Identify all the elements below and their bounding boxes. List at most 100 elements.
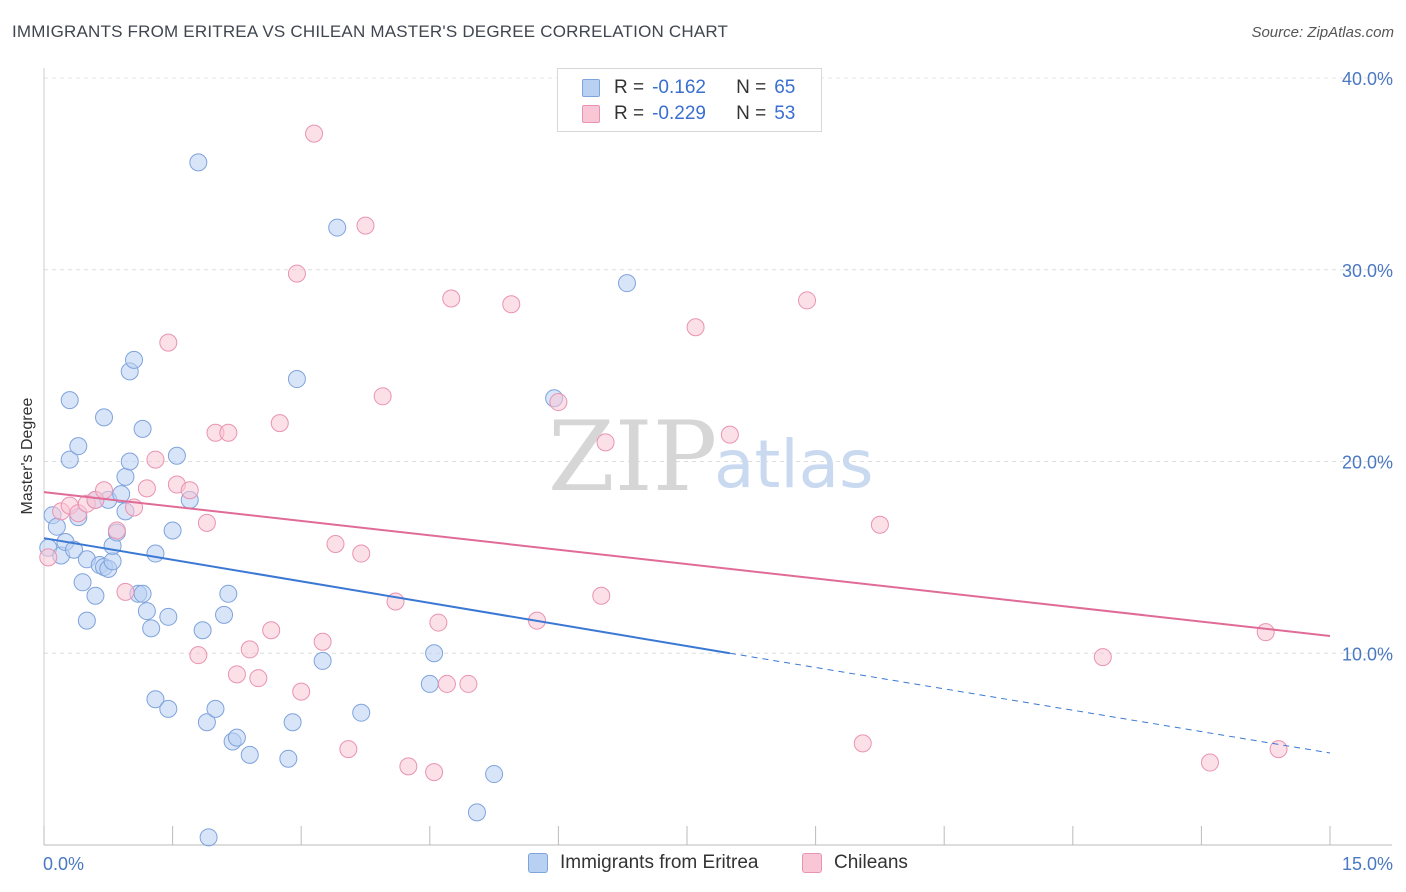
point-eritrea (103, 552, 122, 571)
point-eritrea (199, 828, 218, 847)
point-eritrea (167, 446, 186, 465)
point-chileans (292, 682, 311, 701)
point-eritrea (283, 713, 302, 732)
point-chileans (95, 481, 114, 500)
point-eritrea (60, 450, 79, 469)
point-eritrea (197, 713, 216, 732)
x-tick-label: 15.0% (1342, 854, 1393, 874)
legend-n-label: N = (736, 77, 767, 98)
point-chileans (227, 665, 246, 684)
point-eritrea (193, 621, 212, 640)
point-chileans (686, 318, 705, 337)
point-chileans (240, 640, 259, 659)
legend-row-chileans: R = -0.229 N = 53 (582, 102, 795, 126)
point-eritrea (279, 749, 298, 768)
trend-lines (43, 491, 1331, 754)
point-chileans (373, 387, 392, 406)
point-chileans (313, 632, 332, 651)
point-eritrea (215, 605, 234, 624)
point-eritrea (485, 765, 504, 784)
correlation-legend: R = -0.162 N = 65 R = -0.229 N = 53 (557, 68, 822, 132)
series-legend-eritrea[interactable]: Immigrants from Eritrea (528, 852, 758, 874)
watermark: ZIP atlas (548, 401, 874, 513)
series-legend-label: Chileans (834, 852, 908, 873)
point-eritrea (313, 651, 332, 670)
legend-swatch-chileans (582, 105, 600, 123)
point-eritrea (425, 644, 444, 663)
y-tick-label: 20.0% (1342, 453, 1393, 473)
point-chileans (137, 479, 156, 498)
legend-r-value: -0.229 (652, 103, 706, 124)
point-chileans (305, 124, 324, 143)
point-eritrea (60, 391, 79, 410)
point-eritrea (77, 611, 96, 630)
point-eritrea (159, 699, 178, 718)
watermark-zip: ZIP (548, 401, 717, 513)
trend-line-eritrea (43, 537, 731, 655)
legend-n-value: 53 (774, 103, 796, 124)
chart-title: IMMIGRANTS FROM ERITREA VS CHILEAN MASTE… (12, 22, 729, 41)
trend-line-eritrea-extension (729, 652, 1331, 754)
point-eritrea (69, 437, 88, 456)
point-chileans (596, 433, 615, 452)
point-eritrea (125, 350, 144, 369)
legend-swatch-eritrea (582, 79, 600, 97)
point-chileans (870, 515, 889, 534)
point-eritrea (73, 573, 92, 592)
point-chileans (262, 621, 281, 640)
point-eritrea (467, 803, 486, 822)
point-chileans (356, 216, 375, 235)
point-eritrea (227, 728, 246, 747)
point-eritrea (47, 517, 66, 536)
y-tick-label: 30.0% (1342, 261, 1393, 281)
point-chileans (189, 646, 208, 665)
point-chileans (1256, 623, 1275, 642)
axes (43, 68, 1392, 846)
y-axis-label: Master's Degree (19, 397, 36, 514)
point-chileans (287, 264, 306, 283)
point-eritrea (206, 699, 225, 718)
watermark-atlas: atlas (714, 426, 874, 503)
point-chileans (116, 582, 135, 601)
point-eritrea (189, 153, 208, 172)
point-chileans (425, 763, 444, 782)
point-eritrea (146, 544, 165, 563)
point-chileans (437, 674, 456, 693)
legend-r-value: -0.162 (652, 77, 706, 98)
legend-n-label: N = (736, 103, 767, 124)
point-chileans (1269, 740, 1288, 759)
point-eritrea (142, 619, 161, 638)
y-tick-label: 10.0% (1342, 644, 1393, 664)
point-eritrea (137, 602, 156, 621)
point-eritrea (95, 408, 114, 427)
point-eritrea (133, 584, 152, 603)
trend-line-chileans (43, 491, 1331, 637)
legend-r-label: R = (614, 103, 645, 124)
point-chileans (146, 450, 165, 469)
source-label: Source: ZipAtlas.com (1251, 24, 1394, 41)
point-eritrea (163, 521, 182, 540)
point-chileans (1200, 753, 1219, 772)
point-chileans (798, 291, 817, 310)
point-eritrea (120, 452, 139, 471)
point-chileans (180, 481, 199, 500)
point-chileans (399, 757, 418, 776)
point-eritrea (133, 419, 152, 438)
point-eritrea (65, 540, 84, 559)
point-chileans (339, 740, 358, 759)
point-eritrea (328, 218, 347, 237)
point-eritrea (240, 745, 259, 764)
point-chileans (107, 521, 126, 540)
point-chileans (459, 674, 478, 693)
point-chileans (592, 586, 611, 605)
point-eritrea (116, 467, 135, 486)
point-chileans (197, 513, 216, 532)
point-eritrea (112, 485, 131, 504)
point-chileans (39, 548, 58, 567)
series-legend-chileans[interactable]: Chileans (802, 852, 908, 874)
point-chileans (442, 289, 461, 308)
point-chileans (352, 544, 371, 563)
point-eritrea (86, 586, 105, 605)
point-chileans (270, 414, 289, 433)
